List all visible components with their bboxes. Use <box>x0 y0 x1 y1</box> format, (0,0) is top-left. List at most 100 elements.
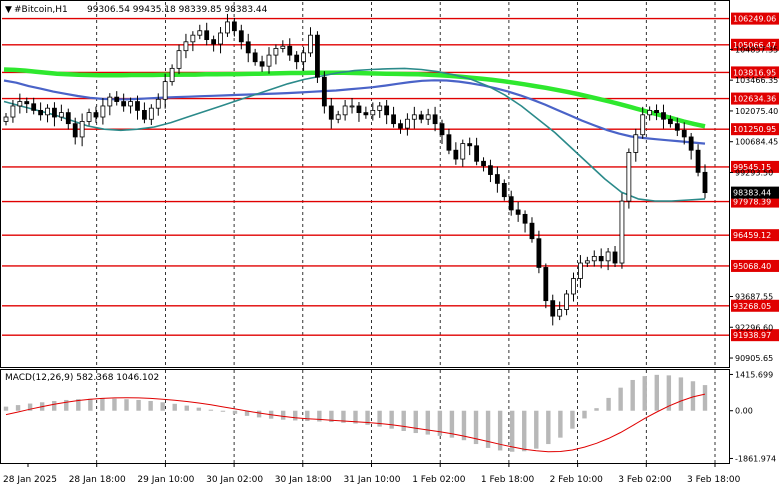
candle-body <box>259 61 265 67</box>
candle-body <box>183 41 189 52</box>
ohlc-values: 99306.54 99435.18 98339.85 98383.44 <box>87 5 268 15</box>
candle-body <box>543 267 549 302</box>
level-price-label: 102634.36 <box>733 95 776 104</box>
macd-indicator <box>3 374 708 453</box>
current-price-label: 98383.44 <box>733 189 771 198</box>
macd-histogram-bar <box>293 410 298 421</box>
candle-body <box>508 196 514 211</box>
main-plot-frame <box>0 0 730 368</box>
macd-histogram-bar <box>654 374 659 411</box>
candle-body <box>550 300 556 317</box>
candle-body <box>245 41 251 54</box>
macd-histogram-bar <box>15 405 21 411</box>
candle-body <box>176 50 182 69</box>
candle-body <box>335 114 341 120</box>
macd-histogram-bar <box>449 410 455 438</box>
candle-body <box>605 251 611 262</box>
macd-plot-frame <box>0 369 730 464</box>
macd-histogram-bar <box>184 405 189 411</box>
macd-histogram-bar <box>256 410 262 418</box>
candle-body <box>45 107 50 116</box>
macd-histogram-bar <box>630 379 635 411</box>
candle-body <box>405 118 410 129</box>
macd-histogram-bar <box>401 410 406 431</box>
candle-body <box>114 96 120 102</box>
level-price-label: 99545.15 <box>733 163 771 172</box>
candle-body <box>308 34 313 54</box>
ma-blue-line <box>3 79 706 145</box>
candle-body <box>294 54 300 63</box>
candle-body <box>446 134 452 151</box>
level-price-label: 93268.05 <box>733 302 771 311</box>
candle-body <box>626 152 632 202</box>
candle-body <box>169 67 175 83</box>
candle-body <box>494 174 500 184</box>
candle-body <box>231 21 237 32</box>
vertical-grid <box>96 2 716 463</box>
candle-body <box>287 45 293 56</box>
macd-histogram-bar <box>27 403 33 411</box>
macd-histogram-bar <box>546 410 551 445</box>
ma-teal-line <box>3 67 706 202</box>
candle-body <box>398 123 403 129</box>
candle-body <box>501 182 507 198</box>
candle-body <box>598 255 604 262</box>
candle-body <box>654 109 659 114</box>
price-axis-label: 104857.35 <box>735 45 778 54</box>
candle-body <box>536 238 542 268</box>
macd-histogram-bar <box>702 385 708 411</box>
macd-histogram-bar <box>461 410 467 441</box>
level-price-label: 97978.39 <box>733 198 771 207</box>
time-axis-label: 28 Jan 2025 <box>3 475 57 485</box>
candle-body <box>667 118 673 125</box>
level-price-tag <box>731 66 779 79</box>
candle-body <box>425 114 431 120</box>
candle-body <box>460 143 466 160</box>
time-axis-label: 30 Jan 18:00 <box>275 475 332 485</box>
macd-histogram-bar <box>534 410 539 449</box>
candle-body <box>688 136 694 151</box>
macd-histogram-bar <box>280 410 286 420</box>
candle-body <box>155 98 161 109</box>
macd-histogram-bar <box>618 387 623 411</box>
candle-body <box>681 129 687 138</box>
macd-histogram-bar <box>594 408 599 411</box>
macd-histogram-bar <box>160 402 165 411</box>
time-axis-label: 29 Jan 10:00 <box>137 475 194 485</box>
candle-body <box>432 114 438 125</box>
price-candles <box>3 13 708 326</box>
candle-body <box>439 123 445 136</box>
price-axis-label: 92296.60 <box>735 323 773 332</box>
macd-histogram-bar <box>678 377 684 411</box>
candle-body <box>418 114 424 120</box>
candle-body <box>93 112 99 118</box>
macd-histogram-bar <box>365 410 370 425</box>
macd-histogram-bar <box>100 398 105 411</box>
candle-body <box>467 143 473 147</box>
candle-body <box>86 112 92 122</box>
level-price-label: 106249.06 <box>733 15 776 24</box>
candle-body <box>31 103 37 111</box>
macd-histogram-bar <box>112 398 117 411</box>
candle-body <box>38 109 44 116</box>
macd-histogram-bar <box>305 410 310 421</box>
macd-histogram-bar <box>172 403 177 411</box>
level-price-tag <box>731 329 779 342</box>
symbol-triangle-icon[interactable]: ▼ <box>5 5 12 15</box>
candle-body <box>557 309 563 317</box>
macd-histogram-bar <box>232 410 238 414</box>
candle-body <box>148 107 154 120</box>
candle-body <box>266 54 272 67</box>
candle-body <box>370 109 376 116</box>
candle-body <box>280 45 286 49</box>
candle-body <box>24 101 30 105</box>
time-axis-label: 31 Jan 10:00 <box>344 475 401 485</box>
macd-histogram-bar <box>570 410 575 429</box>
candle-body <box>529 222 535 240</box>
candle-body <box>584 260 590 264</box>
macd-histogram-bar <box>64 399 69 411</box>
macd-histogram-bar <box>76 399 81 411</box>
price-axis-label: 102075.40 <box>735 107 778 116</box>
